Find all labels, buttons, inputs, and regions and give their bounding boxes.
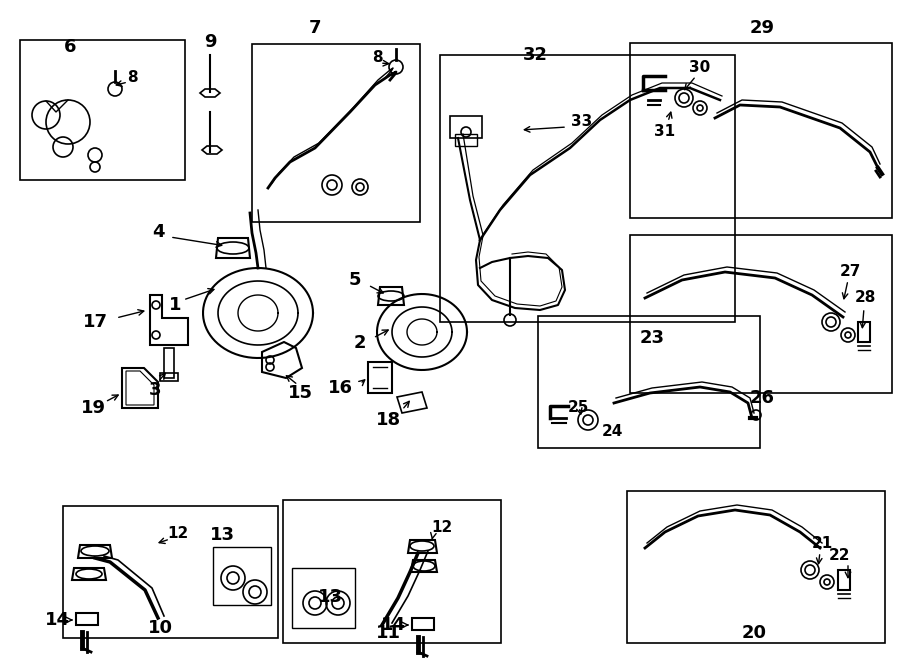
Text: 2: 2 [354,334,366,352]
Text: 21: 21 [812,535,833,551]
Text: 5: 5 [349,271,361,289]
Bar [63,506,278,638]
Bar [630,235,892,393]
Text: 24: 24 [601,424,623,440]
Text: 29: 29 [750,19,775,37]
Text: 25: 25 [567,401,589,416]
Text: 13: 13 [318,588,343,606]
Text: 4: 4 [152,223,164,241]
Bar [160,373,178,381]
Text: 19: 19 [80,399,105,417]
Text: 31: 31 [654,124,676,139]
Text: 28: 28 [854,290,876,305]
Bar [455,134,477,146]
Text: 8: 8 [372,50,382,65]
Text: 27: 27 [840,264,860,280]
Text: 33: 33 [572,114,592,130]
Text: 16: 16 [328,379,353,397]
Text: 11: 11 [375,624,401,642]
Text: 13: 13 [210,526,235,544]
Text: 20: 20 [742,624,767,642]
Bar [838,570,850,590]
Text: 18: 18 [375,411,401,429]
Text: 12: 12 [431,520,453,535]
Text: 14: 14 [381,616,406,634]
Text: 14: 14 [44,611,69,629]
Text: 1: 1 [169,296,181,314]
Text: 30: 30 [689,61,711,75]
Text: 26: 26 [750,389,775,407]
Bar [164,348,174,378]
Bar [283,500,501,643]
Text: 22: 22 [829,547,850,563]
Text: 10: 10 [148,619,173,637]
Bar [627,491,885,643]
Bar [76,613,98,625]
Bar [440,55,735,322]
Text: 7: 7 [309,19,321,37]
Text: 15: 15 [287,384,312,402]
Text: 9: 9 [203,33,216,51]
Bar [20,40,185,180]
Bar [412,618,434,630]
Bar [292,568,355,628]
Bar [858,322,870,342]
Text: 23: 23 [640,329,664,347]
Text: 3: 3 [148,381,161,399]
Text: 32: 32 [523,46,547,64]
Bar [450,116,482,138]
Text: 8: 8 [127,71,138,85]
Text: 6: 6 [64,38,76,56]
Text: 17: 17 [83,313,107,331]
Bar [630,43,892,218]
Bar [213,547,271,605]
Bar [538,316,760,448]
Bar [252,44,420,222]
Text: 12: 12 [167,525,189,541]
